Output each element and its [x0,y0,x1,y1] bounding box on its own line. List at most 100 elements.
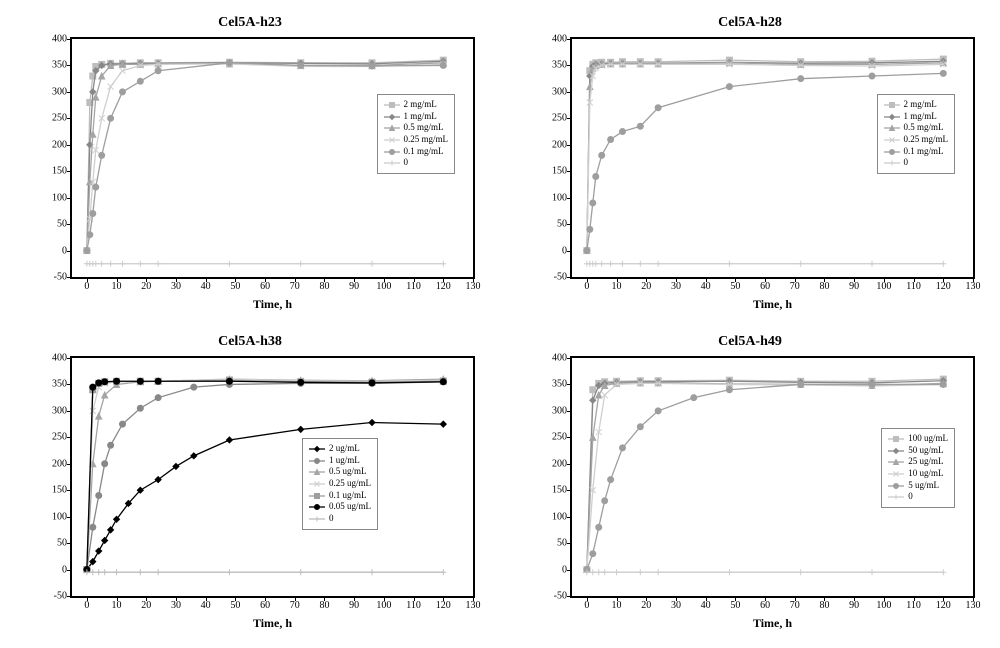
y-tick: 100 [542,511,567,522]
legend-item: 0.25 mg/mL [884,134,949,146]
x-tick: 0 [584,281,589,292]
x-tick: 60 [760,281,770,292]
y-tick: 150 [542,485,567,496]
y-tick: 150 [42,485,67,496]
x-axis-label: Time, h [570,616,975,631]
x-tick: 30 [171,600,181,611]
x-tick: 70 [790,600,800,611]
x-tick: 80 [319,281,329,292]
y-tick: 150 [542,166,567,177]
chart-title: Cel5A-h28 [515,15,985,31]
x-tick: 0 [84,600,89,611]
legend: 2 ug/mL1 ug/mL0.5 ug/mL0.25 ug/mL0.1 ug/… [302,438,378,530]
y-tick: -50 [42,591,67,602]
chart-title: Cel5A-h23 [15,15,485,31]
y-tick: 300 [542,86,567,97]
x-tick: 0 [584,600,589,611]
legend-label: 0.5 ug/mL [329,466,367,478]
y-tick: 0 [542,245,567,256]
legend-label: 2 mg/mL [904,99,937,111]
y-tick: 50 [542,219,567,230]
legend-item: 0.5 ug/mL [309,466,371,478]
x-tick: 50 [730,281,740,292]
legend-item: 25 ug/mL [888,456,948,468]
y-tick: 100 [42,511,67,522]
x-tick: 10 [612,600,622,611]
y-tick: 250 [42,432,67,443]
x-tick: 80 [319,600,329,611]
x-tick: 90 [849,600,859,611]
legend-item: 2 mg/mL [384,99,449,111]
x-tick: 0 [84,281,89,292]
legend-label: 1 ug/mL [329,455,360,467]
x-tick: 30 [171,281,181,292]
chart-panel: Cel5A-h49NO累积释放量，mmol/LTime, h0102030405… [515,334,985,633]
legend-item: 0 [884,157,949,169]
y-tick: -50 [542,272,567,283]
chart-title: Cel5A-h49 [515,334,985,350]
legend-item: 0.1 mg/mL [384,146,449,158]
legend-item: 5 ug/mL [888,480,948,492]
legend-label: 0.5 mg/mL [904,122,944,134]
y-tick: -50 [42,272,67,283]
x-tick: 100 [376,281,391,292]
legend-label: 0.5 mg/mL [404,122,444,134]
legend-label: 0.25 mg/mL [904,134,949,146]
x-axis-label: Time, h [70,616,475,631]
y-tick: 400 [42,353,67,364]
legend-item: 0.5 mg/mL [384,122,449,134]
x-tick: 50 [230,281,240,292]
x-tick: 40 [701,281,711,292]
y-tick: 0 [542,564,567,575]
x-tick: 130 [466,281,481,292]
y-tick: 350 [542,379,567,390]
x-tick: 60 [260,600,270,611]
x-tick: 70 [290,600,300,611]
legend-item: 0.5 mg/mL [884,122,949,134]
x-tick: 20 [641,600,651,611]
x-tick: 100 [376,600,391,611]
legend-item: 1 mg/mL [384,111,449,123]
y-tick: 300 [42,86,67,97]
y-tick: 400 [542,34,567,45]
x-tick: 70 [290,281,300,292]
legend-item: 50 ug/mL [888,445,948,457]
legend-item: 0.25 mg/mL [384,134,449,146]
y-tick: 250 [542,113,567,124]
y-tick: 400 [542,353,567,364]
x-tick: 130 [466,600,481,611]
legend: 2 mg/mL1 mg/mL0.5 mg/mL0.25 mg/mL0.1 mg/… [877,94,956,174]
legend-label: 0.25 ug/mL [329,478,371,490]
x-tick: 100 [876,281,891,292]
legend-label: 0 [404,157,409,169]
x-tick: 120 [936,281,951,292]
x-tick: 50 [230,600,240,611]
legend-item: 0.25 ug/mL [309,478,371,490]
chart-panel: Cel5A-h28NO累积释放量，mmol/LTime, h0102030405… [515,15,985,314]
x-tick: 10 [112,600,122,611]
legend-label: 50 ug/mL [908,445,943,457]
x-tick: 80 [819,600,829,611]
legend-label: 5 ug/mL [908,480,939,492]
x-tick: 70 [790,281,800,292]
x-tick: 40 [201,600,211,611]
x-tick: 60 [260,281,270,292]
legend: 100 ug/mL50 ug/mL25 ug/mL10 ug/mL5 ug/mL… [881,428,955,508]
legend-label: 0.1 mg/mL [404,146,444,158]
legend-item: 0.1 ug/mL [309,490,371,502]
y-tick: 0 [42,245,67,256]
y-tick: 200 [542,139,567,150]
plot-area: 0102030405060708090100110120130-50050100… [70,37,475,279]
x-tick: 110 [906,600,921,611]
chart-panel: Cel5A-h38NO累积释放量，mmol/LTime, h0102030405… [15,334,485,633]
x-tick: 120 [936,600,951,611]
legend-item: 2 ug/mL [309,443,371,455]
x-tick: 20 [141,281,151,292]
x-tick: 90 [349,281,359,292]
y-tick: 100 [542,192,567,203]
x-tick: 80 [819,281,829,292]
y-tick: 200 [42,139,67,150]
y-tick: 300 [42,405,67,416]
legend-label: 2 ug/mL [329,443,360,455]
y-tick: 250 [542,432,567,443]
